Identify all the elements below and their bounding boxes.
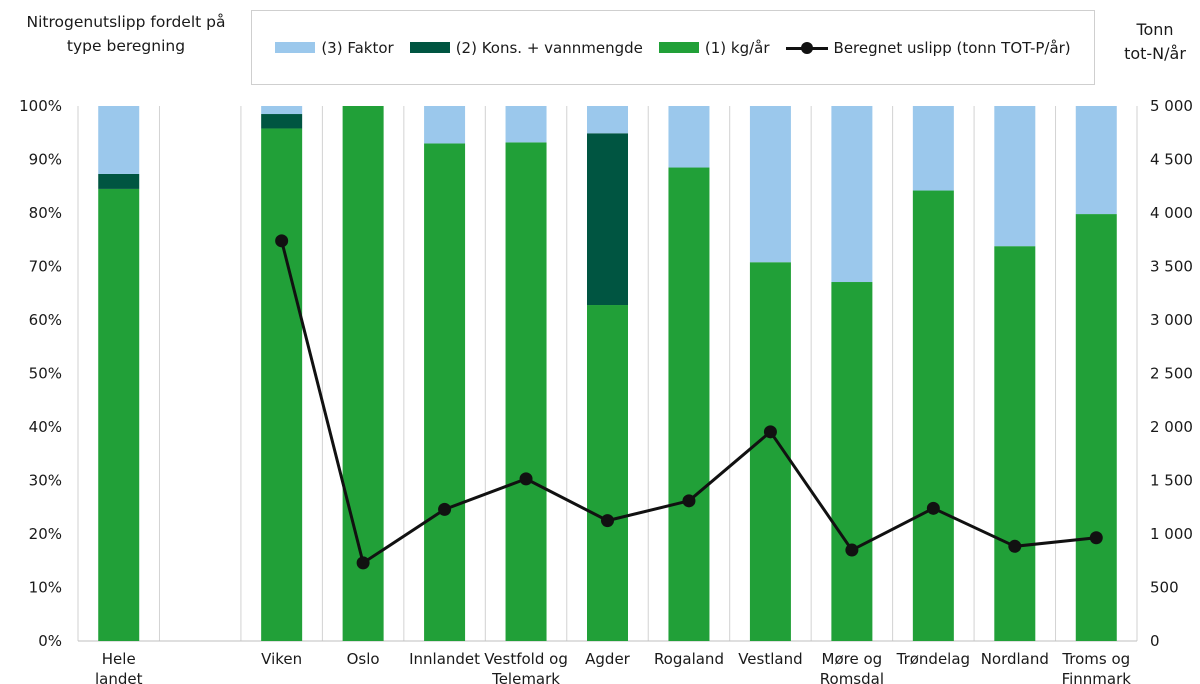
right-axis-tick-label: 5 000 (1150, 97, 1193, 115)
bar-segment (1075, 106, 1117, 215)
bar-segment (587, 133, 628, 306)
x-axis-tick-label: Nordland (981, 650, 1049, 668)
left-axis-title-line-1: Nitrogenutslipp fordelt på (26, 13, 226, 31)
left-axis-title: Nitrogenutslipp fordelt på type beregnin… (8, 10, 244, 58)
x-axis-tick-label: Innlandet (409, 650, 480, 668)
right-axis-tick-label: 3 500 (1150, 258, 1193, 276)
bar-segment (994, 106, 1036, 247)
legend-item-kons: (2) Kons. + vannmengde (409, 38, 643, 57)
right-axis-tick-label: 500 (1150, 579, 1179, 597)
right-axis-tick-label: 4 500 (1150, 151, 1193, 169)
legend: (3) Faktor (2) Kons. + vannmengde (1) kg… (251, 10, 1095, 85)
line-point (1089, 531, 1103, 545)
bar-segment (668, 106, 710, 168)
bar-segment (424, 143, 466, 641)
bar-segment (749, 106, 791, 263)
bar-segment (98, 106, 140, 174)
bar-segment (424, 106, 466, 144)
bar-segment (261, 114, 303, 129)
bar-segment (831, 282, 873, 641)
legend-label-faktor: (3) Faktor (321, 38, 394, 57)
right-axis-tick-label: 1 000 (1150, 525, 1193, 543)
x-axis-tick-label: landet (95, 670, 143, 684)
left-axis-tick-label: 70% (29, 258, 62, 276)
right-axis-tick-label: 1 500 (1150, 472, 1193, 490)
line-point (926, 501, 940, 515)
bar-segment (505, 142, 547, 641)
right-axis-tick-label: 4 000 (1150, 204, 1193, 222)
line-point (275, 234, 289, 248)
line-point (1008, 539, 1022, 553)
left-axis-tick-label: 50% (29, 365, 62, 383)
x-axis-tick-label: Rogaland (654, 650, 724, 668)
legend-item-kg: (1) kg/år (658, 38, 770, 57)
legend-item-faktor: (3) Faktor (275, 38, 394, 57)
x-axis-tick-label: Møre og (822, 650, 883, 668)
legend-line-marker (785, 41, 828, 55)
line-point (601, 514, 614, 528)
left-axis-tick-label: 30% (29, 472, 62, 490)
bar-segment (98, 188, 140, 642)
line-point (519, 472, 533, 486)
x-axis-tick-label: Trøndelag (896, 650, 970, 668)
x-axis-tick-label: Romsdal (820, 670, 884, 684)
line-point (356, 556, 370, 570)
legend-swatch-kg (658, 42, 699, 53)
legend-swatch-kons (409, 42, 450, 53)
x-axis-tick-label: Vestfold og (484, 650, 568, 668)
line-point (438, 502, 452, 516)
x-axis-tick-label: Oslo (347, 650, 380, 668)
bar-segment (912, 190, 954, 641)
right-axis-tick-label: 2 500 (1150, 365, 1193, 383)
x-axis-tick-label: Vestland (738, 650, 802, 668)
x-axis-tick-label: Agder (585, 650, 631, 668)
right-axis-title-line-1: Tonn (1136, 20, 1174, 39)
bar-segment (587, 106, 628, 134)
legend-label-line: Beregnet uslipp (tonn TOT-P/år) (833, 38, 1071, 57)
bar-segment (912, 106, 954, 191)
left-axis-title-line-2: type beregning (66, 37, 186, 55)
right-axis-tick-label: 2 000 (1150, 418, 1193, 436)
legend-label-kg: (1) kg/år (704, 38, 770, 57)
right-axis-title-line-2: tot-N/år (1124, 44, 1186, 63)
x-axis-tick-label: Troms og (1061, 650, 1130, 668)
left-axis-tick-label: 0% (38, 632, 62, 650)
line-point (763, 425, 777, 439)
legend-item-line: Beregnet uslipp (tonn TOT-P/år) (785, 38, 1071, 57)
bar-segment (261, 128, 303, 642)
left-axis-tick-label: 80% (29, 204, 62, 222)
bar-segment (505, 106, 547, 143)
right-axis-tick-label: 3 000 (1150, 311, 1193, 329)
left-axis-tick-label: 60% (29, 311, 62, 329)
bar-segment (342, 106, 384, 641)
right-axis-title: Tonn tot-N/år (1110, 18, 1200, 66)
left-axis-tick-label: 20% (29, 525, 62, 543)
bar-segment (1075, 214, 1117, 641)
x-axis-tick-label: Hele (102, 650, 136, 668)
bar-segment (587, 305, 628, 641)
legend-swatch-faktor (275, 42, 316, 53)
left-axis-tick-label: 40% (29, 418, 62, 436)
legend-label-kons: (2) Kons. + vannmengde (455, 38, 643, 57)
left-axis-tick-label: 90% (29, 151, 62, 169)
bar-segment (668, 167, 710, 641)
right-axis-tick-label: 0 (1150, 632, 1160, 650)
bar-segment (994, 246, 1036, 642)
line-point (682, 494, 696, 508)
left-axis-tick-label: 100% (19, 97, 62, 115)
bar-segment (261, 106, 303, 115)
line-point (845, 543, 859, 557)
left-axis-tick-label: 10% (29, 579, 62, 597)
x-axis-tick-label: Finnmark (1062, 670, 1132, 684)
bar-segment (98, 173, 140, 189)
x-axis-tick-label: Telemark (491, 670, 560, 684)
x-axis-tick-label: Viken (261, 650, 302, 668)
bar-segment (831, 106, 873, 283)
